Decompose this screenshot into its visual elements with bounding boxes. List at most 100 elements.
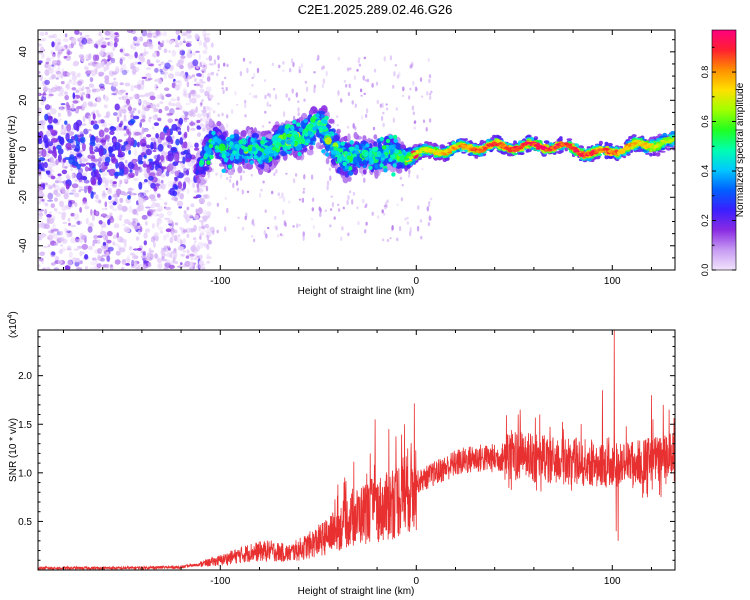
spur-cell (310, 218, 314, 221)
noise-cell (81, 91, 86, 95)
noise-cell (184, 176, 191, 183)
noise-cell (56, 176, 63, 181)
spur-cell (346, 125, 350, 129)
noise-cell (172, 250, 178, 258)
spur-cell (385, 103, 388, 106)
noise-cell (190, 255, 194, 261)
noise-cell (124, 258, 131, 262)
spur-cell (222, 89, 225, 94)
spur-cell (248, 92, 252, 95)
noise-cell (47, 150, 54, 154)
noise-cell (103, 121, 107, 129)
noise-cell (157, 263, 163, 269)
noise-cell (169, 252, 173, 259)
noise-cell (38, 264, 41, 268)
noise-cell (66, 50, 73, 55)
noise-cell (130, 84, 134, 92)
noise-cell (160, 174, 166, 178)
spur-cell (413, 126, 416, 130)
spur-cell (237, 216, 240, 219)
noise-cell (56, 211, 62, 214)
noise-cell (151, 126, 155, 130)
spur-cell (297, 107, 300, 112)
noise-cell (186, 125, 190, 133)
noise-cell (174, 229, 178, 234)
spur-cell (268, 104, 272, 107)
noise-cell (58, 106, 65, 110)
noise-cell (74, 30, 80, 35)
noise-cell (119, 167, 125, 176)
noise-cell (90, 190, 94, 199)
noise-cell (172, 256, 176, 264)
noise-cell (50, 229, 54, 234)
spur-cell (409, 64, 412, 69)
noise-cell (87, 54, 92, 61)
band-cell (566, 138, 573, 141)
spur-cell (336, 115, 339, 119)
spur-cell (428, 201, 431, 204)
noise-cell (43, 86, 48, 93)
spur-cell (221, 80, 224, 86)
noise-cell (130, 112, 134, 118)
noise-cell (165, 93, 172, 98)
noise-cell (128, 172, 135, 178)
noise-cell (143, 232, 148, 239)
noise-cell (205, 211, 212, 217)
spur-cell (331, 201, 335, 208)
band-cell (424, 141, 429, 144)
noise-cell (163, 74, 167, 79)
noise-cell (129, 96, 133, 100)
spur-cell (303, 98, 306, 102)
noise-cell (38, 216, 43, 220)
noise-cell (182, 88, 188, 93)
noise-cell (134, 61, 138, 65)
noise-cell (56, 86, 61, 92)
noise-cell (176, 200, 184, 207)
noise-cell (81, 142, 86, 152)
noise-cell (121, 105, 126, 110)
noise-cell (184, 77, 189, 82)
spur-cell (226, 114, 229, 119)
noise-cell (38, 52, 43, 55)
noise-cell (121, 95, 125, 101)
noise-cell (161, 95, 165, 101)
spur-cell (278, 64, 281, 69)
spur-cell (342, 206, 345, 210)
spur-cell (321, 66, 324, 71)
spur-cell (282, 209, 285, 215)
noise-cell (131, 218, 136, 221)
spur-cell (396, 203, 399, 207)
noise-cell (204, 223, 210, 229)
noise-cell (170, 39, 174, 44)
noise-cell (194, 253, 199, 259)
noise-cell (72, 100, 79, 104)
noise-cell (188, 92, 192, 99)
band-cell (328, 118, 335, 124)
spur-cell (428, 118, 432, 123)
spur-cell (345, 84, 348, 88)
band-cell (461, 151, 467, 154)
noise-cell (57, 112, 62, 118)
noise-cell (141, 76, 147, 79)
noise-cell (194, 33, 200, 39)
noise-cell (122, 119, 128, 122)
band-cell (649, 148, 653, 153)
noise-cell (165, 39, 170, 44)
noise-cell (98, 71, 105, 77)
noise-cell (81, 201, 88, 206)
noise-cell (128, 187, 133, 194)
spur-cell (348, 190, 352, 194)
band-cell (651, 153, 657, 156)
noise-cell (165, 259, 171, 264)
noise-cell (45, 266, 51, 270)
noise-cell (205, 86, 212, 93)
noise-cell (106, 142, 113, 146)
noise-cell (126, 30, 133, 34)
noise-cell (122, 223, 126, 227)
noise-cell (191, 97, 197, 104)
spur-cell (343, 79, 347, 83)
noise-cell (99, 40, 102, 47)
spur-cell (386, 199, 389, 204)
noise-cell (183, 37, 186, 43)
noise-cell (38, 212, 44, 217)
